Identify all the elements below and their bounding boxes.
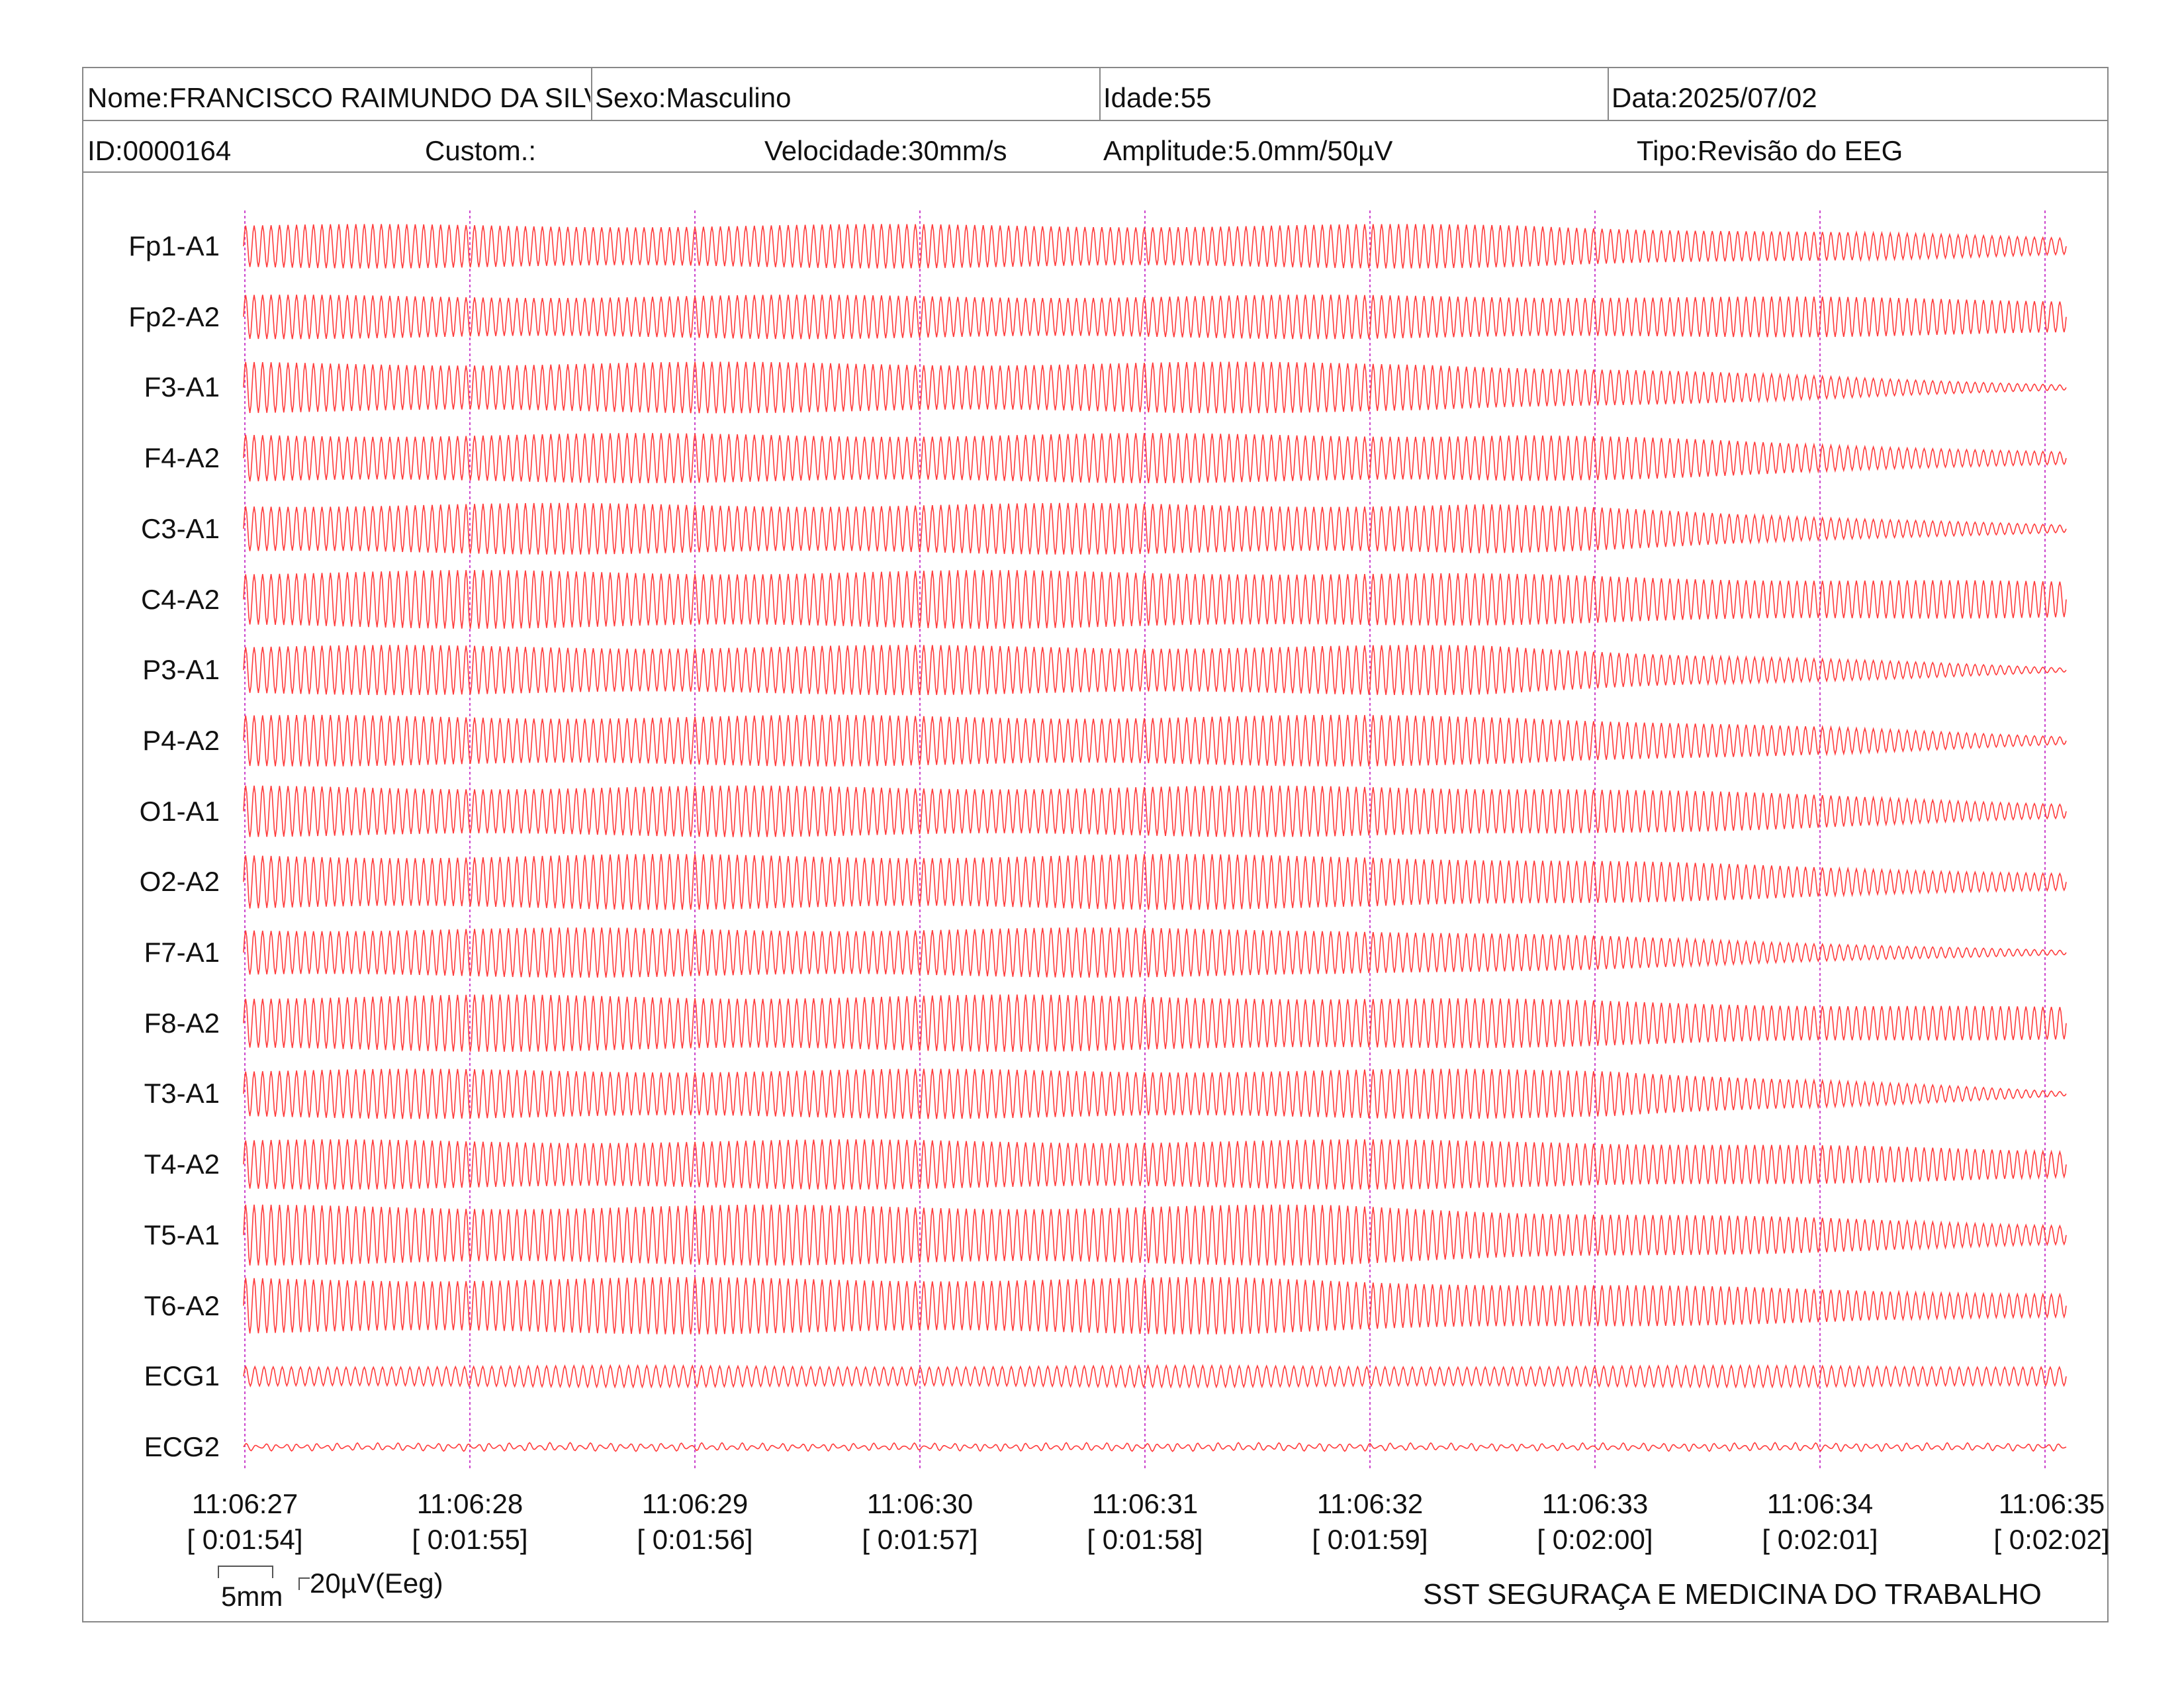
time-mark-label: 11:06:33 [ 0:02:00] [1496, 1486, 1694, 1558]
waveform-c4-a2 [243, 570, 2067, 629]
time-mark-label: 11:06:35 [ 0:02:02] [1952, 1486, 2151, 1558]
time-mark-label: 11:06:30 [ 0:01:57] [821, 1486, 1019, 1558]
channel-label: F3-A1 [144, 371, 220, 403]
time-mark-clock: 11:06:28 [416, 1488, 523, 1519]
waveform-c3-a1 [243, 502, 2067, 555]
waveform-p4-a2 [243, 714, 2067, 767]
time-mark-label: 11:06:34 [ 0:02:01] [1721, 1486, 1919, 1558]
time-mark-elapsed: [ 0:01:56] [637, 1524, 753, 1555]
time-mark-elapsed: [ 0:01:57] [862, 1524, 978, 1555]
time-mark-elapsed: [ 0:02:00] [1537, 1524, 1653, 1555]
time-mark-elapsed: [ 0:01:59] [1312, 1524, 1428, 1555]
time-mark-elapsed: [ 0:02:02] [1993, 1524, 2110, 1555]
time-mark-label: 11:06:27 [ 0:01:54] [146, 1486, 344, 1558]
channel-label: O1-A1 [139, 795, 220, 827]
patient-id: ID:0000164 [87, 135, 232, 166]
waveform-f4-a2 [243, 433, 2067, 484]
exam-date: Data:2025/07/02 [1612, 82, 1817, 113]
channel-label: T6-A2 [144, 1289, 220, 1321]
header-divider [82, 120, 2109, 121]
waveform-t5-a1 [243, 1204, 2067, 1266]
waveform-p3-a1 [243, 645, 2067, 696]
speed-setting: Velocidade:30mm/s [764, 135, 1007, 166]
channel-label: F4-A2 [144, 442, 220, 474]
waveform-t3-a1 [243, 1068, 2067, 1119]
waveform-t4-a2 [243, 1139, 2067, 1190]
calibration-amplitude-label: 20µV(Eeg) [310, 1568, 443, 1599]
channel-label: ECG2 [144, 1430, 220, 1462]
waveform-fp2-a2 [243, 295, 2067, 340]
channel-label: T3-A1 [144, 1078, 220, 1109]
channel-label: O2-A2 [139, 866, 220, 898]
custom-field: Custom.: [425, 135, 537, 166]
waveform-o1-a1 [243, 785, 2067, 837]
footer-organization: SST SEGURAÇA E MEDICINA DO TRABALHO [1423, 1578, 2042, 1611]
waveform-f7-a1 [243, 927, 2067, 978]
waveform-ecg1 [243, 1364, 2067, 1389]
header-col-divider [1608, 67, 1609, 120]
header-bottom-rule [82, 171, 2109, 173]
waveform-ecg2 [243, 1442, 2067, 1452]
time-mark-clock: 11:06:32 [1316, 1488, 1424, 1519]
time-mark-clock: 11:06:31 [1091, 1488, 1199, 1519]
waveform-fp1-a1 [243, 224, 2067, 269]
calibration-time-label: 5mm [221, 1581, 283, 1612]
time-mark-elapsed: [ 0:01:58] [1087, 1524, 1203, 1555]
time-mark-label: 11:06:28 [ 0:01:55] [371, 1486, 569, 1558]
channel-label: F8-A2 [144, 1007, 220, 1039]
patient-age: Idade:55 [1103, 82, 1212, 113]
time-mark-clock: 11:06:34 [1766, 1488, 1874, 1519]
time-mark-clock: 11:06:35 [1998, 1488, 2105, 1519]
channel-label: F7-A1 [144, 937, 220, 968]
time-mark-elapsed: [ 0:01:54] [187, 1524, 303, 1555]
waveform-f8-a2 [243, 994, 2067, 1052]
time-mark-clock: 11:06:30 [866, 1488, 974, 1519]
time-mark-clock: 11:06:29 [641, 1488, 749, 1519]
time-mark-elapsed: [ 0:01:55] [412, 1524, 528, 1555]
channel-label: Fp2-A2 [128, 301, 220, 332]
waveform-o2-a2 [243, 854, 2067, 910]
channel-label: C4-A2 [140, 583, 220, 615]
time-mark-elapsed: [ 0:02:01] [1762, 1524, 1878, 1555]
channel-label: ECG1 [144, 1360, 220, 1392]
time-mark-label: 11:06:31 [ 0:01:58] [1046, 1486, 1244, 1558]
channel-label: C3-A1 [140, 512, 220, 544]
report-frame [82, 67, 2109, 1622]
waveform-t6-a2 [243, 1277, 2067, 1335]
exam-type: Tipo:Revisão do EEG [1637, 135, 1903, 166]
time-mark-clock: 11:06:33 [1541, 1488, 1649, 1519]
waveform-f3-a1 [243, 361, 2067, 414]
time-mark-clock: 11:06:27 [191, 1488, 298, 1519]
header-col-divider [591, 67, 592, 120]
channel-label: Fp1-A1 [128, 230, 220, 261]
calibration-bracket-icon [218, 1566, 310, 1590]
patient-name: Nome:FRANCISCO RAIMUNDO DA SILVA [87, 82, 590, 113]
time-mark-label: 11:06:29 [ 0:01:56] [596, 1486, 794, 1558]
time-mark-label: 11:06:32 [ 0:01:59] [1271, 1486, 1469, 1558]
channel-label: T5-A1 [144, 1219, 220, 1250]
channel-label: P4-A2 [142, 724, 220, 756]
amplitude-setting: Amplitude:5.0mm/50µV [1103, 135, 1393, 166]
channel-label: P3-A1 [142, 654, 220, 686]
channel-label: T4-A2 [144, 1149, 220, 1180]
header-col-divider [1099, 67, 1101, 120]
patient-sex: Sexo:Masculino [595, 82, 792, 113]
